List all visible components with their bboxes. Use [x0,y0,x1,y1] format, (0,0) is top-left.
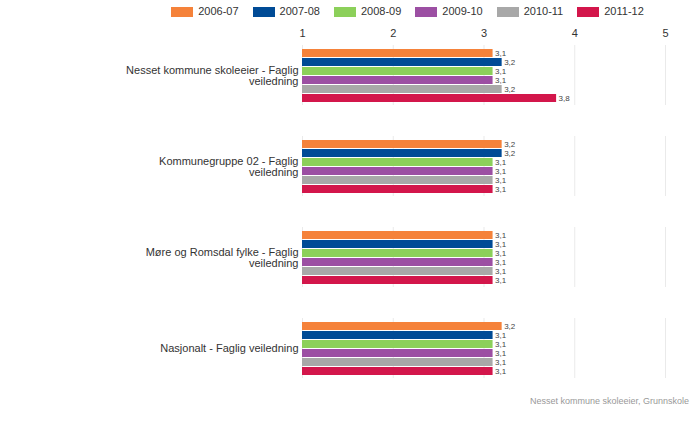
svg-text:3,1: 3,1 [495,176,507,185]
html-text:2010-11: 2010-11 [523,5,564,17]
svg-text:Møre og Romsdal fylke - Faglig: Møre og Romsdal fylke - Fagligveiledning [146,246,299,269]
svg-text:3,1: 3,1 [495,240,507,249]
svg-text:3,1: 3,1 [495,158,507,167]
html-text:2011-12: 2011-12 [604,5,644,17]
svg-text:3,2: 3,2 [504,322,516,331]
svg-text:3,1: 3,1 [495,185,507,194]
svg-text:3,1: 3,1 [495,349,507,358]
svg-text:3,1: 3,1 [495,76,507,85]
svg-text:3,1: 3,1 [495,67,507,76]
svg-text:3,1: 3,1 [495,267,507,276]
svg-text:3,1: 3,1 [495,358,507,367]
svg-text:3,1: 3,1 [495,249,507,258]
svg-text:3,2: 3,2 [504,140,516,149]
svg-text:3,8: 3,8 [559,94,571,103]
svg-text:5: 5 [662,27,668,39]
html-text:2007-08: 2007-08 [279,5,320,17]
svg-text:Nesset kommune skoleeier - Fag: Nesset kommune skoleeier - Fagligveiledn… [126,64,298,87]
svg-text:3,1: 3,1 [495,231,507,240]
html-text:Nesset kommune skoleeier, Grun: Nesset kommune skoleeier, Grunnskole [529,396,689,406]
html-text:2008-09: 2008-09 [360,5,402,17]
svg-text:3,1: 3,1 [495,367,507,376]
html-text:2009-10: 2009-10 [442,5,483,17]
svg-text:Kommunegruppe 02 - Fagligveile: Kommunegruppe 02 - Fagligveiledning [159,155,298,178]
svg-text:Nasjonalt - Faglig veiledning: Nasjonalt - Faglig veiledning [160,342,298,354]
svg-text:3,2: 3,2 [504,58,516,67]
svg-text:1: 1 [299,27,305,39]
svg-text:3,1: 3,1 [495,258,507,267]
svg-text:3,1: 3,1 [495,340,507,349]
svg-text:3,1: 3,1 [495,167,507,176]
svg-text:3,2: 3,2 [504,149,516,158]
html-text:2006-07: 2006-07 [198,5,239,17]
svg-text:3: 3 [481,27,487,39]
svg-text:2: 2 [390,27,396,39]
svg-text:4: 4 [572,27,578,39]
svg-text:3,1: 3,1 [495,276,507,285]
svg-text:3,1: 3,1 [495,331,507,340]
svg-text:3,2: 3,2 [504,85,516,94]
svg-text:3,1: 3,1 [495,49,507,58]
